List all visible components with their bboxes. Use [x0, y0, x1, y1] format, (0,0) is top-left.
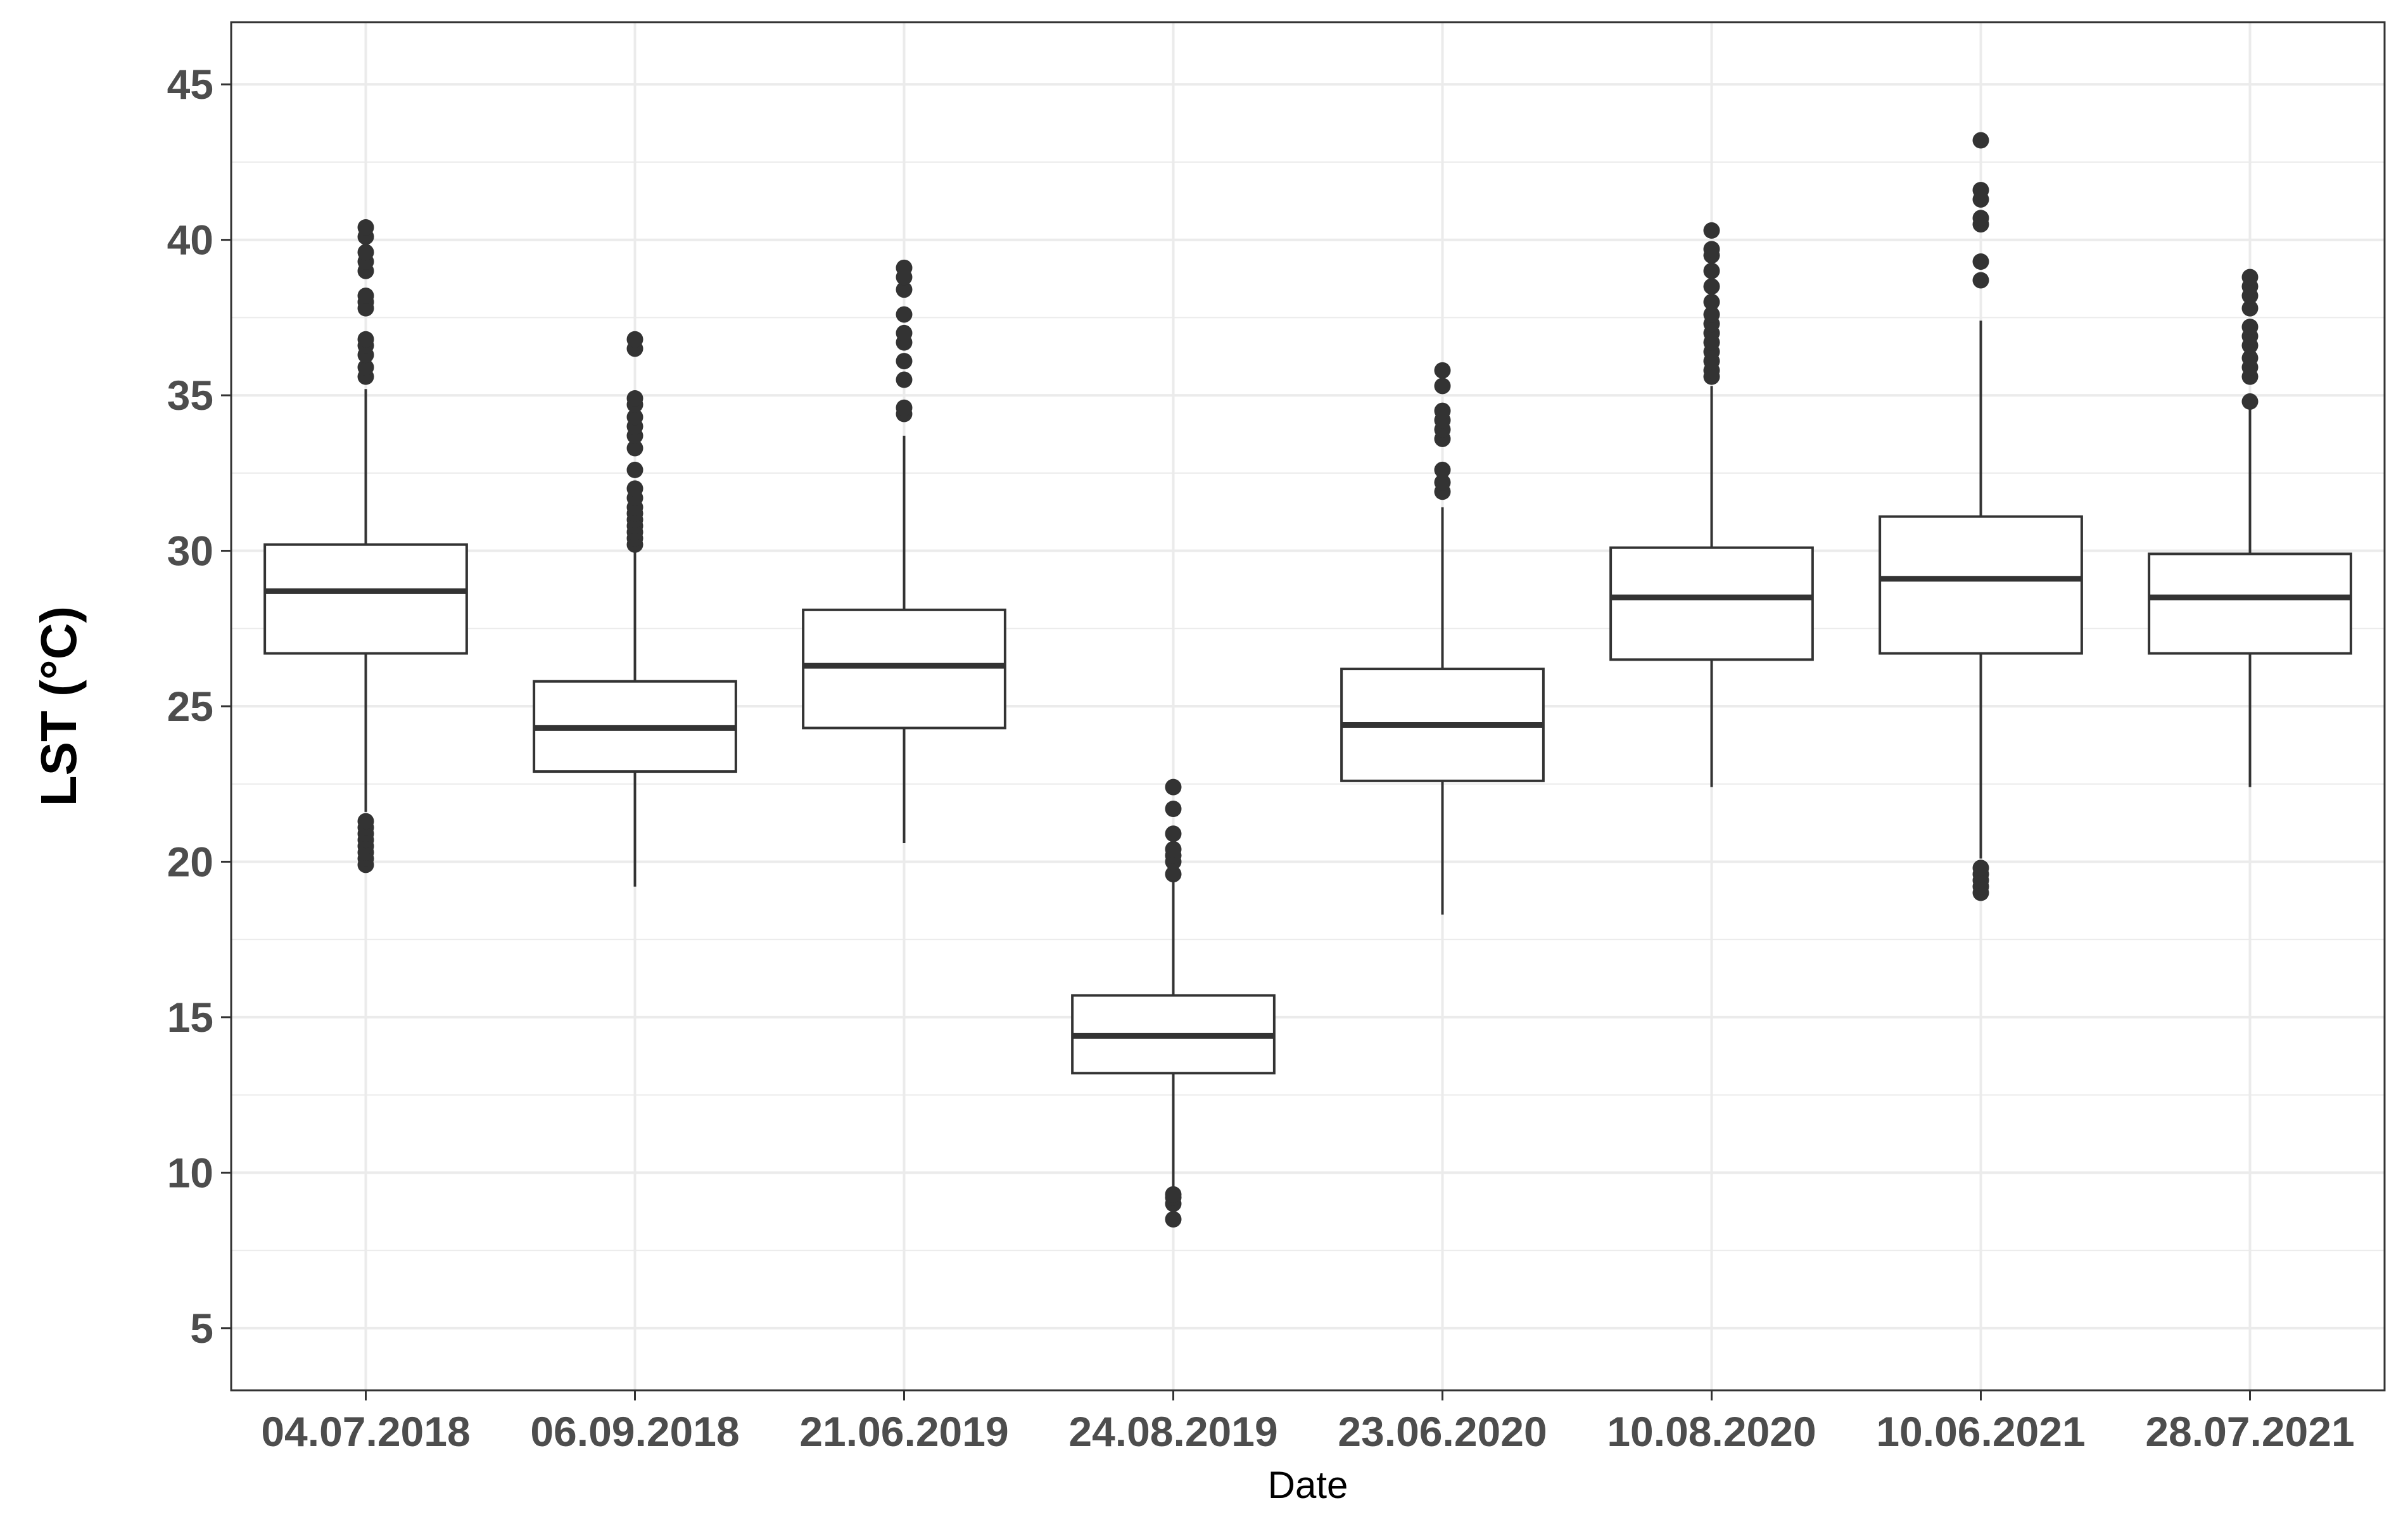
- x-tick-label: 10.08.2020: [1607, 1408, 1816, 1455]
- outlier-point: [626, 390, 643, 407]
- outlier-point: [626, 480, 643, 497]
- outlier-point: [2241, 350, 2259, 367]
- y-tick-label: 45: [167, 61, 213, 108]
- y-tick-label: 30: [167, 528, 213, 574]
- iqr-box: [2148, 552, 2352, 655]
- outlier-point: [896, 259, 913, 276]
- outlier-point: [1434, 402, 1451, 419]
- outlier-point: [1703, 222, 1720, 239]
- outlier-point: [1703, 278, 1720, 295]
- outlier-point: [896, 324, 913, 341]
- y-tick-label: 5: [190, 1305, 213, 1352]
- x-tick-label: 24.08.2019: [1068, 1408, 1277, 1455]
- outlier-point: [1972, 182, 1989, 199]
- outlier-point: [1972, 132, 1989, 149]
- y-tick-label: 25: [167, 683, 213, 730]
- outlier-point: [1703, 306, 1720, 323]
- outlier-point: [1165, 1211, 1182, 1228]
- iqr-box: [263, 543, 468, 655]
- outlier-point: [626, 331, 643, 348]
- outlier-point: [357, 288, 374, 304]
- outlier-point: [896, 353, 913, 370]
- outlier-point: [626, 461, 643, 478]
- x-tick-label: 04.07.2018: [261, 1408, 470, 1455]
- outlier-point: [2241, 393, 2259, 410]
- outlier-point: [626, 440, 643, 457]
- outlier-point: [1165, 801, 1182, 817]
- outlier-point: [1165, 1186, 1182, 1203]
- outlier-point: [896, 306, 913, 323]
- outlier-point: [2241, 300, 2259, 317]
- outlier-point: [357, 219, 374, 236]
- x-tick-label: 23.06.2020: [1338, 1408, 1547, 1455]
- x-tick-label: 28.07.2021: [2145, 1408, 2354, 1455]
- outlier-point: [1703, 262, 1720, 279]
- x-axis-title: Date: [1268, 1464, 1348, 1506]
- outlier-point: [2241, 269, 2259, 286]
- box-layer: [263, 132, 2352, 1228]
- iqr-box: [802, 608, 1006, 730]
- outlier-point: [1972, 860, 1989, 877]
- outlier-point: [1434, 474, 1451, 491]
- outlier-point: [1972, 210, 1989, 227]
- x-tick-label: 06.09.2018: [530, 1408, 739, 1455]
- y-tick-label: 15: [167, 994, 213, 1041]
- outlier-point: [1972, 272, 1989, 289]
- outlier-point: [357, 244, 374, 261]
- outlier-point: [1703, 293, 1720, 310]
- iqr-box: [1609, 546, 1814, 661]
- outlier-point: [896, 371, 913, 388]
- outlier-point: [1434, 378, 1451, 395]
- y-tick-label: 35: [167, 372, 213, 419]
- outlier-point: [896, 399, 913, 416]
- box-24.08.2019: [1071, 778, 1276, 1228]
- outlier-point: [1165, 825, 1182, 842]
- outlier-point: [357, 331, 374, 348]
- box-10.06.2021: [1879, 132, 2083, 901]
- x-tick-label: 21.06.2019: [799, 1408, 1008, 1455]
- axis-layer: 5 10 15 20 25 30 35 40 45 04.07.2018 06.09.2018 21.…: [167, 61, 2355, 1455]
- outlier-point: [1434, 461, 1451, 478]
- y-axis-title: LST (°C): [30, 606, 87, 806]
- iqr-box: [1879, 515, 2083, 655]
- y-tick-label: 20: [167, 838, 213, 885]
- box-04.07.2018: [263, 219, 468, 873]
- outlier-point: [1703, 241, 1720, 258]
- outlier-point: [1165, 841, 1182, 858]
- outlier-point: [1434, 362, 1451, 379]
- outlier-point: [626, 409, 643, 426]
- box-23.06.2020: [1340, 362, 1545, 915]
- outlier-point: [357, 359, 374, 376]
- outlier-point: [2241, 319, 2259, 336]
- y-tick-label: 10: [167, 1149, 213, 1196]
- outlier-point: [1165, 778, 1182, 796]
- box-06.09.2018: [533, 331, 737, 887]
- outlier-point: [896, 281, 913, 298]
- outlier-point: [357, 813, 374, 830]
- box-21.06.2019: [802, 259, 1006, 843]
- outlier-point: [1972, 253, 1989, 270]
- box-28.07.2021: [2148, 269, 2352, 787]
- box-10.08.2020: [1609, 222, 1814, 787]
- y-tick-label: 40: [167, 217, 213, 263]
- x-tick-label: 10.06.2021: [1876, 1408, 2085, 1455]
- outlier-point: [1165, 866, 1182, 883]
